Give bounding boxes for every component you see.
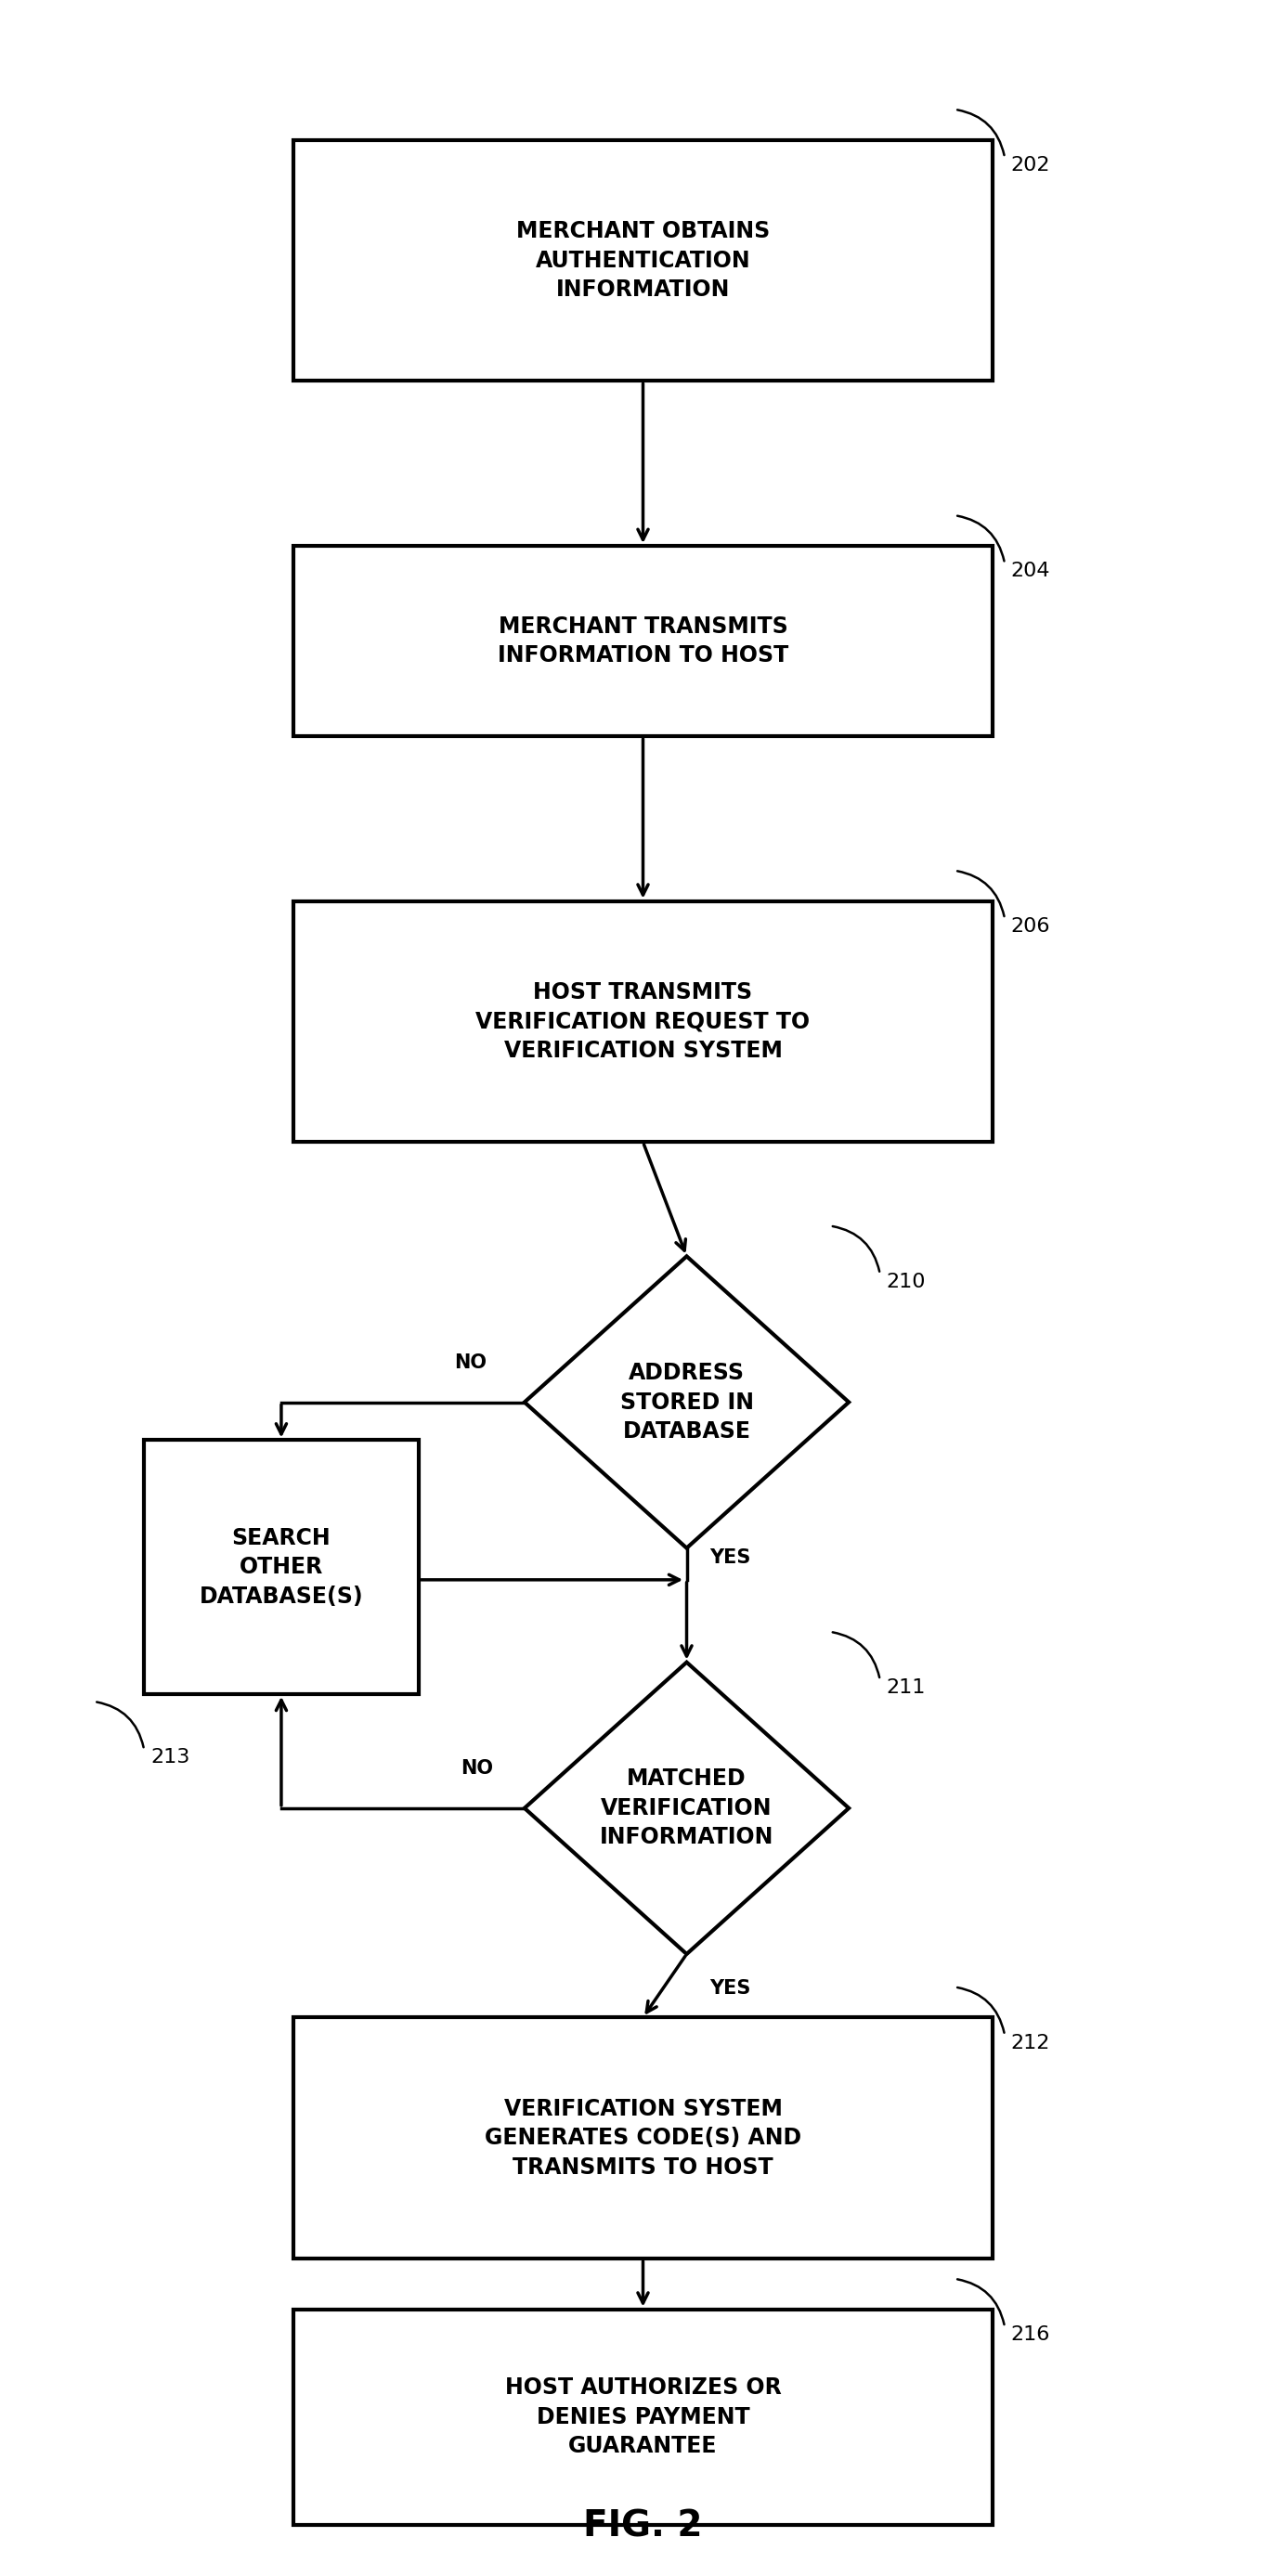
Text: 211: 211 — [886, 1680, 926, 1698]
Text: VERIFICATION SYSTEM
GENERATES CODE(S) AND
TRANSMITS TO HOST: VERIFICATION SYSTEM GENERATES CODE(S) AN… — [485, 2097, 801, 2179]
Text: YES: YES — [709, 1978, 750, 1999]
Text: 216: 216 — [1011, 2326, 1051, 2344]
FancyBboxPatch shape — [144, 1440, 418, 1695]
FancyBboxPatch shape — [293, 902, 993, 1141]
Text: NO: NO — [460, 1759, 494, 1777]
Polygon shape — [525, 1662, 849, 1955]
Text: 204: 204 — [1011, 562, 1051, 580]
Text: NO: NO — [454, 1352, 487, 1373]
Text: HOST AUTHORIZES OR
DENIES PAYMENT
GUARANTEE: HOST AUTHORIZES OR DENIES PAYMENT GUARAN… — [505, 2378, 781, 2458]
Text: HOST TRANSMITS
VERIFICATION REQUEST TO
VERIFICATION SYSTEM: HOST TRANSMITS VERIFICATION REQUEST TO V… — [476, 981, 810, 1061]
FancyBboxPatch shape — [293, 2017, 993, 2259]
Text: MERCHANT TRANSMITS
INFORMATION TO HOST: MERCHANT TRANSMITS INFORMATION TO HOST — [498, 616, 788, 667]
Text: FIG. 2: FIG. 2 — [584, 2509, 702, 2545]
FancyBboxPatch shape — [293, 2308, 993, 2524]
Text: 202: 202 — [1011, 157, 1051, 175]
Text: MERCHANT OBTAINS
AUTHENTICATION
INFORMATION: MERCHANT OBTAINS AUTHENTICATION INFORMAT… — [516, 219, 770, 301]
Text: MATCHED
VERIFICATION
INFORMATION: MATCHED VERIFICATION INFORMATION — [599, 1767, 774, 1850]
FancyBboxPatch shape — [293, 139, 993, 381]
Polygon shape — [525, 1257, 849, 1548]
Text: 212: 212 — [1011, 2032, 1051, 2053]
Text: 206: 206 — [1011, 917, 1051, 935]
Text: YES: YES — [709, 1548, 750, 1566]
Text: ADDRESS
STORED IN
DATABASE: ADDRESS STORED IN DATABASE — [620, 1363, 754, 1443]
FancyBboxPatch shape — [293, 546, 993, 737]
Text: 213: 213 — [150, 1749, 189, 1767]
Text: 210: 210 — [886, 1273, 926, 1291]
Text: SEARCH
OTHER
DATABASE(S): SEARCH OTHER DATABASE(S) — [199, 1528, 363, 1607]
